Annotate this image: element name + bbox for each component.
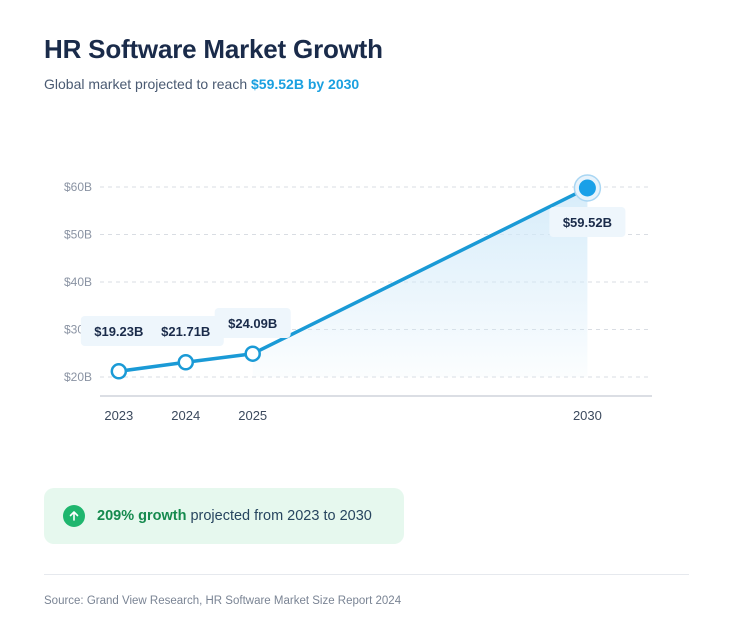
source-note: Source: Grand View Research, HR Software…	[44, 595, 402, 607]
y-tick-label: $60B	[64, 180, 92, 194]
data-label: $24.09B	[228, 316, 277, 331]
y-tick-label: $20B	[64, 370, 92, 384]
projection-area	[252, 187, 588, 377]
growth-rest: projected from 2023 to 2030	[190, 508, 372, 524]
growth-text: 209% growth projected from 2023 to 2030	[97, 508, 372, 524]
data-label-bg	[80, 316, 157, 346]
subtitle-highlight: $59.52B by 2030	[251, 76, 360, 92]
data-point	[177, 354, 195, 371]
data-label-bg	[549, 207, 626, 237]
y-tick-label: $40B	[64, 275, 92, 289]
x-tick-label: 2023	[104, 408, 133, 423]
subtitle-text: Global market projected to reach	[44, 76, 248, 92]
growth-callout: 209% growth projected from 2023 to 2030	[44, 488, 404, 544]
subtitle: Global market projected to reach $59.52B…	[44, 76, 359, 92]
arrow-up-icon	[63, 505, 85, 527]
x-tick-label: 2030	[573, 408, 602, 423]
data-label: $19.23B	[94, 324, 143, 339]
data-point	[110, 363, 128, 380]
series-line	[117, 186, 590, 374]
x-tick-label: 2024	[171, 408, 200, 423]
y-tick-label: $50B	[64, 228, 92, 242]
data-label: $21.71B	[161, 324, 210, 339]
divider	[44, 574, 689, 575]
data-point-highlight	[578, 179, 596, 197]
page-title: HR Software Market Growth	[44, 34, 383, 64]
data-label-bg	[214, 308, 291, 338]
data-label: $59.52B	[563, 215, 612, 230]
data-point	[244, 345, 261, 362]
growth-bold: 209% growth	[97, 508, 187, 524]
x-tick-label: 2025	[238, 408, 267, 423]
data-label-bg	[147, 316, 224, 346]
